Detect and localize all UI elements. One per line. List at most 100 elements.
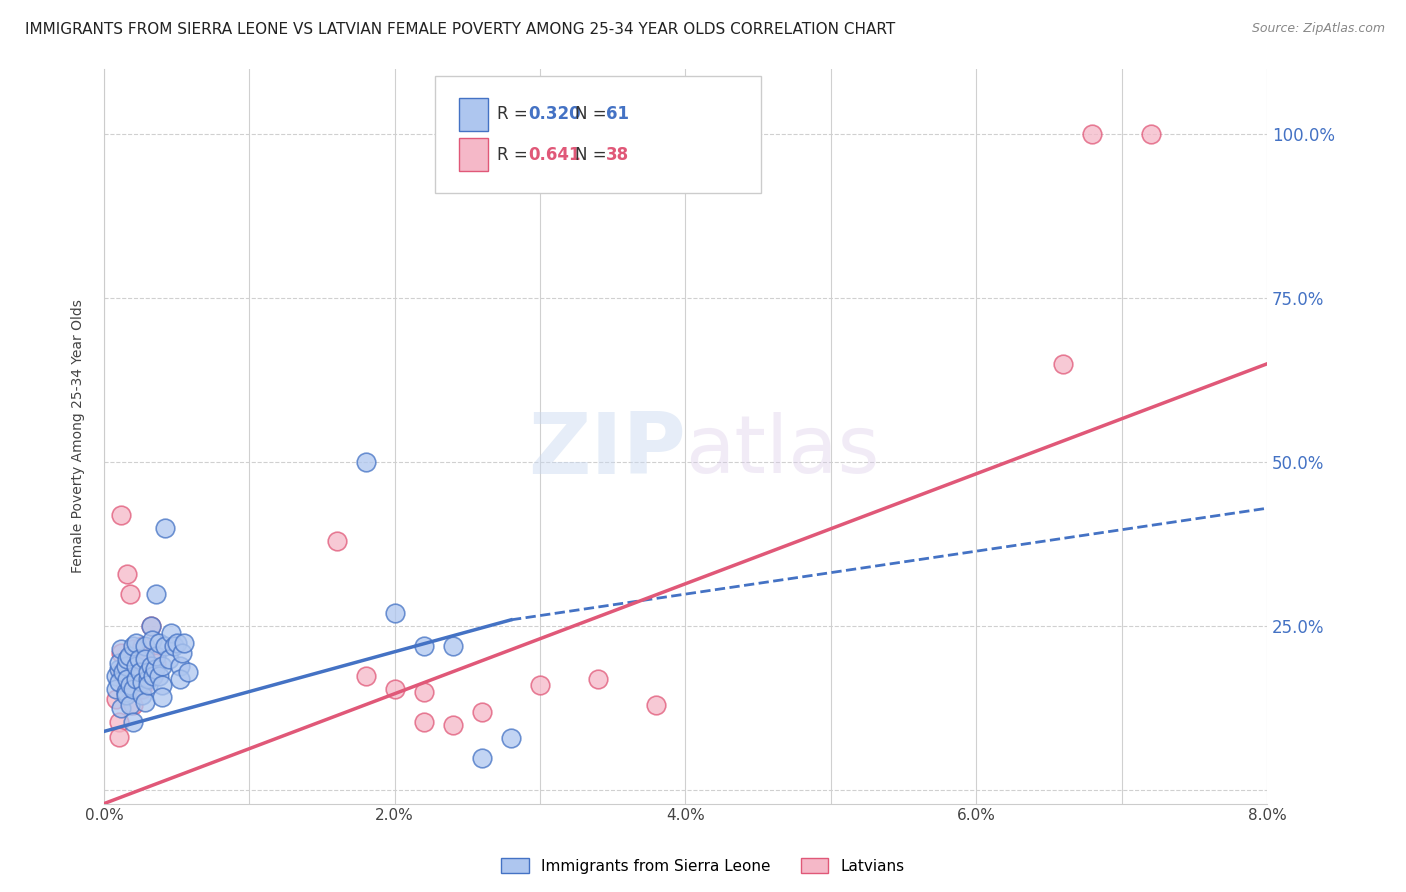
Point <box>169 658 191 673</box>
Point <box>128 652 150 666</box>
Point <box>107 730 129 744</box>
Point <box>131 639 153 653</box>
Point <box>131 675 153 690</box>
Point <box>499 731 522 745</box>
Point <box>441 639 464 653</box>
Point <box>117 652 139 666</box>
Point <box>122 698 145 713</box>
Point <box>110 646 132 660</box>
Point <box>128 656 150 670</box>
Point <box>645 698 668 713</box>
Point <box>122 662 145 676</box>
Point <box>122 642 145 657</box>
Point <box>136 672 159 686</box>
Point <box>145 648 167 663</box>
Point <box>471 750 494 764</box>
Point <box>104 681 127 696</box>
Point <box>120 586 142 600</box>
Point <box>169 672 191 686</box>
Point <box>354 455 377 469</box>
Point <box>107 656 129 670</box>
Point <box>177 665 200 680</box>
Point <box>114 658 136 673</box>
Point <box>125 672 148 686</box>
Text: Source: ZipAtlas.com: Source: ZipAtlas.com <box>1251 22 1385 36</box>
Point <box>150 658 173 673</box>
Point <box>122 714 145 729</box>
Point <box>1052 357 1074 371</box>
Point <box>136 665 159 680</box>
Point <box>120 681 142 696</box>
Text: 61: 61 <box>606 105 630 123</box>
Point <box>1139 127 1161 141</box>
Point <box>157 652 180 666</box>
Point <box>131 689 153 703</box>
Point <box>134 652 156 666</box>
Point <box>354 668 377 682</box>
Point <box>122 681 145 696</box>
Legend: Immigrants from Sierra Leone, Latvians: Immigrants from Sierra Leone, Latvians <box>495 852 911 880</box>
Text: 38: 38 <box>606 145 630 163</box>
Point <box>150 690 173 705</box>
Point <box>139 619 162 633</box>
Point <box>117 672 139 686</box>
Point <box>173 636 195 650</box>
Point <box>120 698 142 713</box>
Point <box>114 685 136 699</box>
Point <box>125 658 148 673</box>
Point <box>145 656 167 670</box>
Point <box>129 665 152 680</box>
Text: 0.320: 0.320 <box>529 105 581 123</box>
Point <box>107 675 129 690</box>
Point <box>125 652 148 666</box>
Point <box>141 632 163 647</box>
Point <box>1081 127 1104 141</box>
Point <box>125 672 148 686</box>
Text: N =: N = <box>575 145 612 163</box>
Point <box>143 662 166 676</box>
Point <box>139 619 162 633</box>
Point <box>142 668 165 682</box>
Point <box>384 681 406 696</box>
Point <box>110 508 132 522</box>
Point <box>136 665 159 680</box>
Point <box>104 691 127 706</box>
Point <box>384 607 406 621</box>
Text: IMMIGRANTS FROM SIERRA LEONE VS LATVIAN FEMALE POVERTY AMONG 25-34 YEAR OLDS COR: IMMIGRANTS FROM SIERRA LEONE VS LATVIAN … <box>25 22 896 37</box>
Bar <box>458 98 488 131</box>
Point <box>104 668 127 682</box>
Point <box>131 681 153 696</box>
Point <box>117 566 139 581</box>
Point <box>114 678 136 692</box>
Text: ZIP: ZIP <box>527 409 686 492</box>
Point <box>153 521 176 535</box>
Point <box>107 662 129 676</box>
Point <box>111 665 134 680</box>
Point <box>172 646 194 660</box>
Point <box>136 678 159 692</box>
Point <box>441 718 464 732</box>
Point <box>134 648 156 663</box>
Point <box>145 586 167 600</box>
Point <box>471 705 494 719</box>
Point <box>120 678 142 692</box>
Point <box>114 689 136 703</box>
Point <box>325 534 347 549</box>
Point <box>142 668 165 682</box>
FancyBboxPatch shape <box>436 76 761 194</box>
Point <box>112 668 135 682</box>
Text: R =: R = <box>498 145 533 163</box>
Point <box>412 685 434 699</box>
Point <box>166 636 188 650</box>
Bar <box>458 138 488 171</box>
Point <box>125 636 148 650</box>
Text: R =: R = <box>498 105 533 123</box>
Point <box>139 658 162 673</box>
Point <box>134 695 156 709</box>
Point <box>163 639 186 653</box>
Y-axis label: Female Poverty Among 25-34 Year Olds: Female Poverty Among 25-34 Year Olds <box>72 299 86 573</box>
Point <box>412 714 434 729</box>
Point <box>134 639 156 653</box>
Point <box>110 701 132 715</box>
Point <box>107 714 129 729</box>
